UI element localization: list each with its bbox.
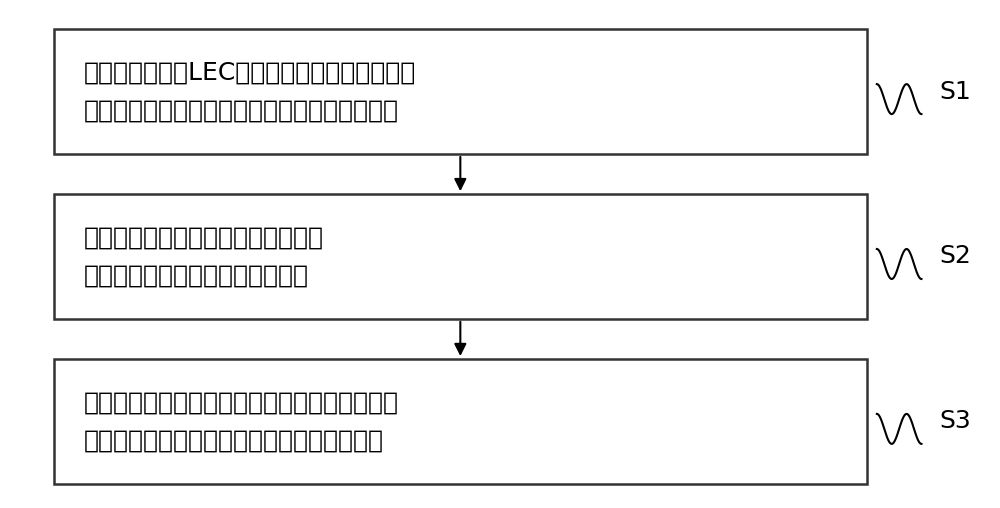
Text: 进行光刻光阻返工，并进行多晶硅薄膜刻蚀，获: 进行光刻光阻返工，并进行多晶硅薄膜刻蚀，获	[84, 391, 398, 415]
Text: 对已完成所述多晶硅薄膜刻蚀之紧前: 对已完成所述多晶硅薄膜刻蚀之紧前	[84, 226, 324, 250]
Text: 工艺的半导体器件进行聚合物沉积: 工艺的半导体器件进行聚合物沉积	[84, 263, 308, 287]
Text: S3: S3	[939, 409, 971, 433]
Text: 半导体器件之多晶硅薄膜刻蚀的紧前工艺已完成: 半导体器件之多晶硅薄膜刻蚀的紧前工艺已完成	[84, 99, 398, 122]
Text: S2: S2	[939, 244, 971, 269]
FancyBboxPatch shape	[54, 29, 867, 154]
FancyBboxPatch shape	[54, 359, 867, 484]
Text: 提供进行多晶硅LEC刻蚀的半导体器件，且所述: 提供进行多晶硅LEC刻蚀的半导体器件，且所述	[84, 61, 416, 85]
Text: S1: S1	[939, 80, 971, 104]
Text: 得满足工艺管控标准的多晶硅关键尺寸之器件: 得满足工艺管控标准的多晶硅关键尺寸之器件	[84, 428, 384, 452]
FancyBboxPatch shape	[54, 194, 867, 319]
